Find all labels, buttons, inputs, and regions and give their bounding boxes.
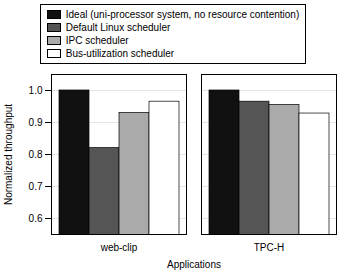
svg-text:Applications: Applications xyxy=(167,259,221,270)
svg-text:Normalized throughput: Normalized throughput xyxy=(3,104,14,205)
html-text:Default Linux scheduler: Default Linux scheduler xyxy=(65,22,171,33)
html-text:Ideal (uni-processor system, n: Ideal (uni-processor system, no resource… xyxy=(65,9,300,20)
html-text:Bus-utilization scheduler: Bus-utilization scheduler xyxy=(65,48,175,59)
svg-text:1.0: 1.0 xyxy=(29,85,43,96)
svg-text:0.9: 0.9 xyxy=(29,117,43,128)
html-text:IPC scheduler: IPC scheduler xyxy=(65,35,129,46)
svg-text:TPC-H: TPC-H xyxy=(254,242,285,253)
svg-text:0.7: 0.7 xyxy=(29,181,43,192)
svg-text:0.8: 0.8 xyxy=(29,149,43,160)
svg-text:0.6: 0.6 xyxy=(29,213,43,224)
svg-text:web-clip: web-clip xyxy=(100,242,138,253)
